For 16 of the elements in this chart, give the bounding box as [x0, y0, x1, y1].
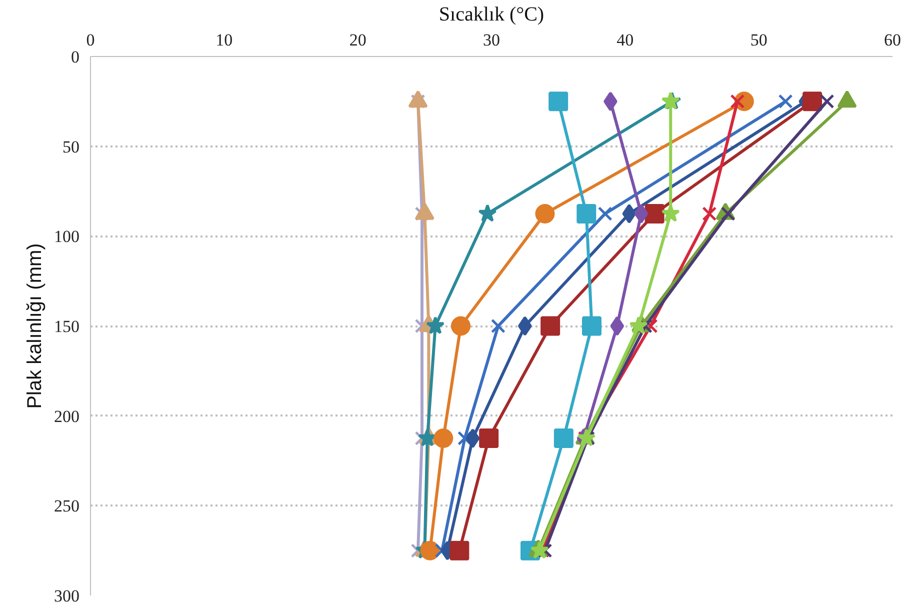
y-tick-label: 200	[54, 406, 80, 426]
x-axis-title: Sıcaklık (°C)	[438, 4, 544, 26]
x-tick-label: 40	[616, 30, 634, 50]
x-tick-label: 0	[86, 30, 95, 50]
x-tick-label: 50	[750, 30, 768, 50]
x-tick-label: 10	[216, 30, 233, 50]
y-tick-label: 300	[54, 586, 80, 606]
x-tick-label: 60	[884, 30, 901, 50]
y-tick-label: 150	[54, 317, 80, 336]
y-axis-title: Plak kalınlığı (mm)	[24, 243, 46, 409]
y-tick-label: 100	[54, 227, 80, 246]
x-tick-label: 20	[349, 30, 366, 50]
x-tick-label: 30	[483, 30, 500, 50]
y-tick-label: 50	[62, 137, 80, 156]
y-tick-label: 250	[54, 496, 80, 516]
y-tick-label: 0	[71, 48, 80, 66]
